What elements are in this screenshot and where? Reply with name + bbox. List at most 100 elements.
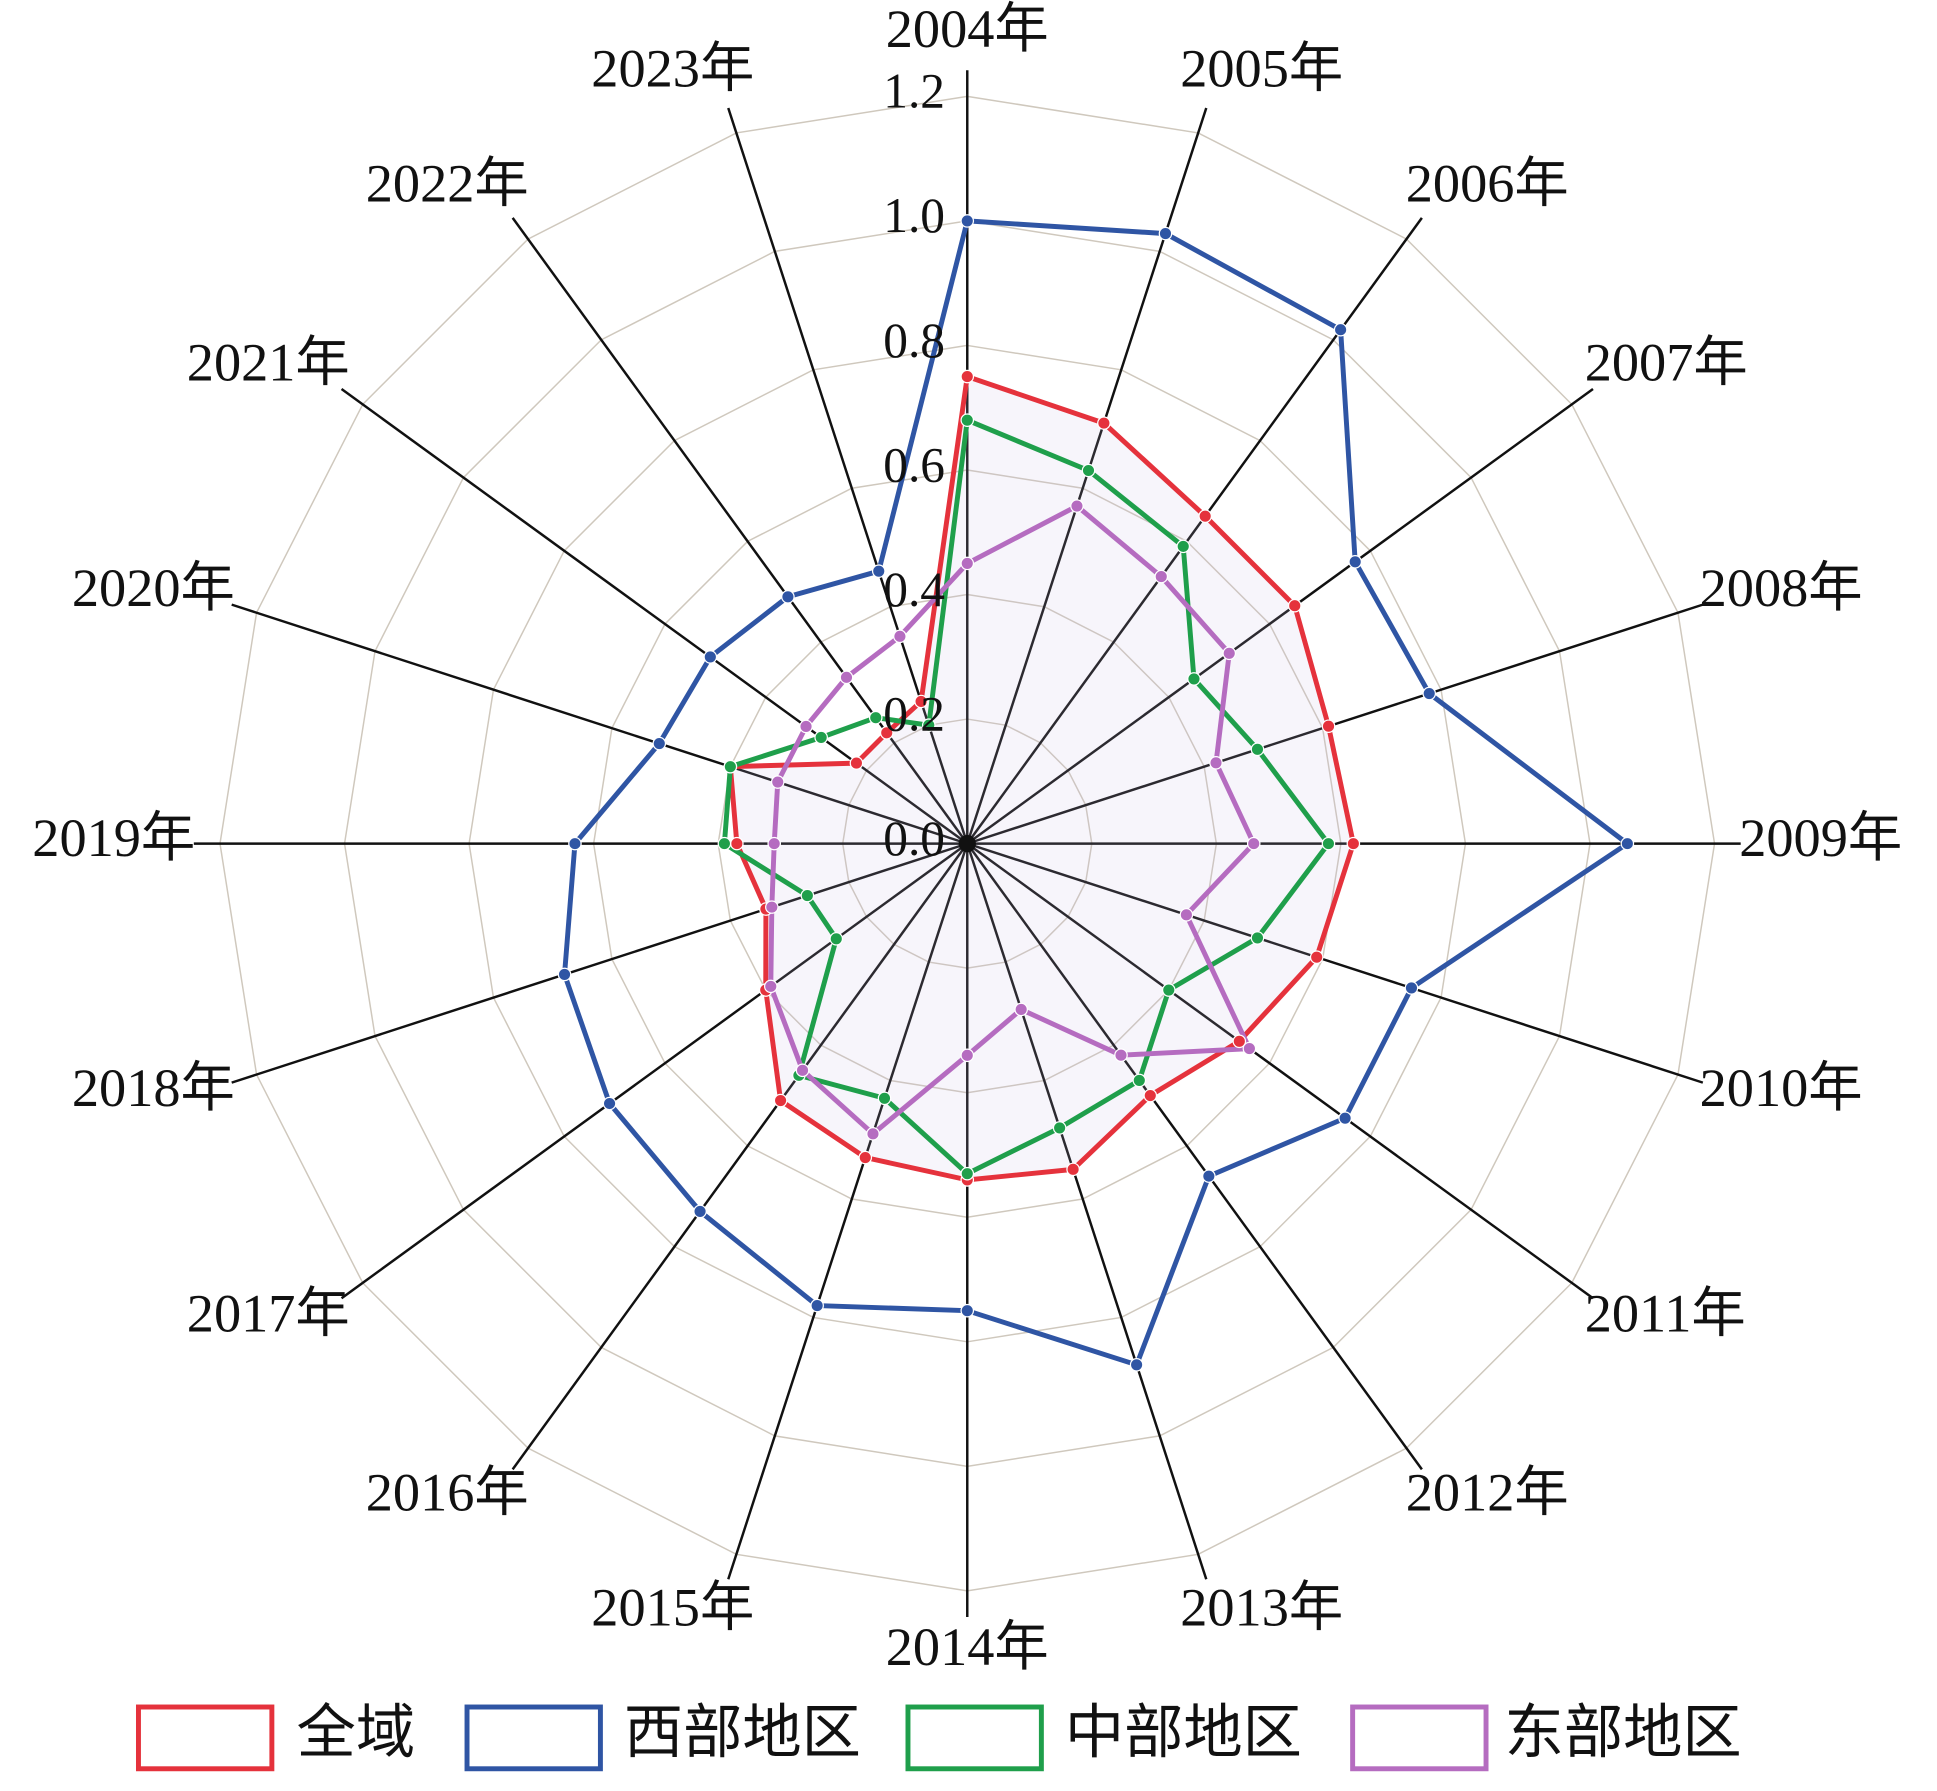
category-label: 2020年: [72, 558, 235, 618]
legend-label: 东部地区: [1505, 1700, 1742, 1766]
legend-swatch: [1350, 1704, 1489, 1772]
data-point: [960, 1166, 975, 1181]
data-point: [1209, 756, 1223, 770]
legend-swatch: [464, 1704, 603, 1772]
data-point: [717, 836, 732, 851]
category-label: 2004年: [886, 0, 1049, 59]
data-point: [1176, 539, 1191, 554]
data-point: [693, 1204, 707, 1219]
data-point: [1154, 569, 1169, 584]
data-point: [568, 836, 582, 851]
spoke: [511, 217, 969, 845]
data-point: [1143, 1088, 1158, 1103]
data-point: [1250, 742, 1265, 757]
data-point: [1321, 719, 1336, 734]
data-point: [921, 718, 936, 732]
data-point: [723, 759, 738, 774]
category-label: 2010年: [1700, 1058, 1863, 1118]
r-tick-label: 0.6: [883, 437, 945, 492]
series-line: [727, 374, 1356, 1183]
r-tick-label: 0.4: [883, 562, 945, 617]
data-point: [1346, 836, 1361, 851]
data-point: [800, 888, 815, 903]
data-point: [839, 670, 854, 685]
category-label: 2021年: [187, 333, 350, 393]
data-point: [1014, 1002, 1028, 1017]
center: [958, 834, 976, 853]
data-point: [1287, 598, 1302, 613]
data-point: [1242, 1041, 1257, 1056]
category-label: 2014年: [886, 1617, 1049, 1677]
data-point: [879, 725, 894, 740]
data-point: [773, 1093, 788, 1108]
data-point: [914, 694, 928, 709]
data-point: [1179, 908, 1194, 922]
spoke: [340, 842, 968, 1300]
category-label: 2009年: [1739, 808, 1902, 868]
legend-label: 全域: [297, 1700, 416, 1766]
spoke: [966, 843, 1208, 1580]
data-point: [1097, 416, 1111, 430]
data-point: [829, 931, 844, 946]
category-label: 2008年: [1700, 558, 1863, 618]
category-label: 2007年: [1585, 333, 1748, 393]
spoke: [340, 388, 968, 845]
data-point: [1333, 322, 1348, 337]
data-point: [877, 1091, 892, 1106]
category-label: 2011年: [1585, 1284, 1746, 1344]
data-point: [795, 1063, 810, 1078]
data-point: [866, 1127, 880, 1141]
data-point: [893, 629, 907, 644]
category-label: 2015年: [591, 1578, 754, 1638]
r-tick-label: 0.0: [883, 811, 945, 866]
data-point: [730, 836, 744, 851]
data-point: [1081, 463, 1096, 478]
data-point: [871, 564, 886, 578]
data-point: [781, 589, 795, 604]
data-point: [602, 1096, 617, 1111]
data-point: [960, 1303, 975, 1318]
data-point: [765, 900, 779, 914]
data-point: [770, 775, 785, 789]
legend-swatch: [905, 1704, 1044, 1772]
legend-swatch: [135, 1704, 275, 1772]
data-point: [1161, 983, 1176, 997]
category-label: 2018年: [72, 1058, 235, 1118]
data-point: [1132, 1073, 1147, 1088]
spoke: [966, 217, 1423, 845]
data-point: [810, 1298, 824, 1313]
data-point: [703, 650, 718, 664]
data-point: [814, 730, 828, 745]
data-point: [1066, 1162, 1080, 1177]
data-point: [1321, 836, 1336, 851]
data-point: [763, 979, 778, 994]
spoke: [966, 603, 1704, 845]
category-label: 2013年: [1180, 1578, 1343, 1638]
data-point: [1202, 1169, 1216, 1183]
data-point: [767, 836, 782, 851]
category-label: 2023年: [591, 39, 754, 99]
legend-label: 中部地区: [1065, 1700, 1302, 1766]
category-label: 2005年: [1180, 39, 1343, 99]
data-point: [1222, 646, 1237, 661]
category-label: 2017年: [187, 1284, 350, 1344]
data-point: [1052, 1121, 1067, 1135]
spoke: [966, 842, 1704, 1084]
r-tick-label: 1.0: [883, 188, 945, 243]
r-tick-label: 0.2: [883, 686, 945, 741]
data-point: [557, 967, 572, 982]
spoke: [966, 842, 1423, 1471]
data-point: [868, 710, 883, 725]
spoke: [231, 603, 968, 845]
data-point: [960, 1048, 975, 1063]
data-point: [1338, 1111, 1352, 1125]
spoke: [511, 842, 969, 1471]
data-point: [1129, 1358, 1144, 1372]
data-point: [1620, 836, 1635, 851]
legend-label: 西部地区: [624, 1700, 861, 1766]
data-point: [1404, 981, 1419, 995]
data-point: [1246, 836, 1261, 851]
category-label: 2006年: [1406, 154, 1569, 214]
